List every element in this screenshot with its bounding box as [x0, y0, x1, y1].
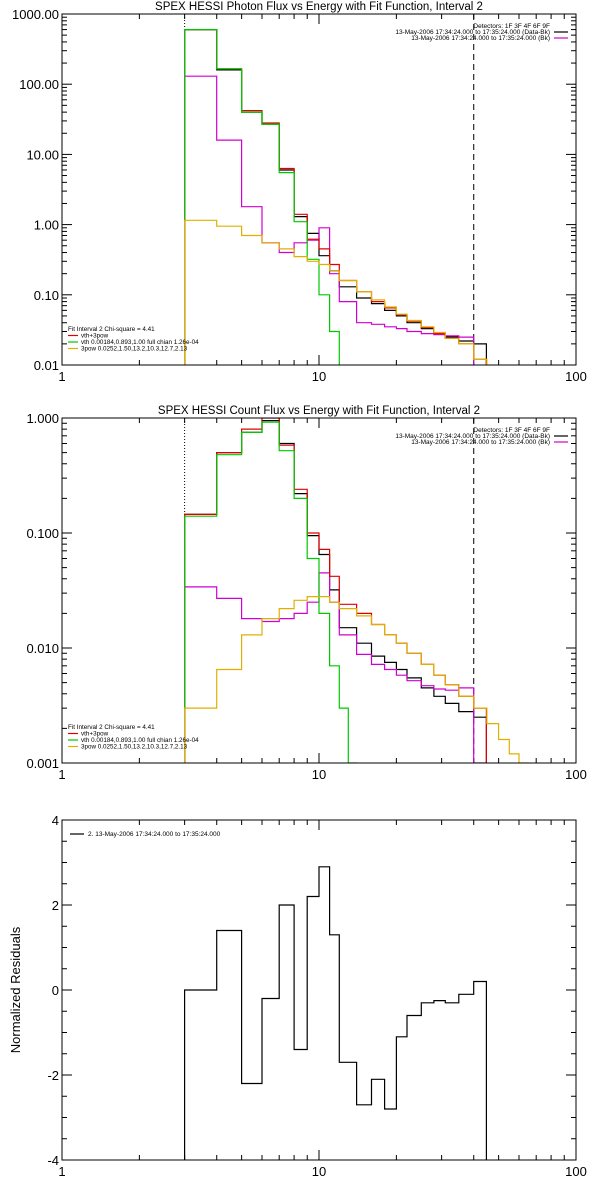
- legend-entry: Detectors: 1F 3F 4F 6F 9F: [473, 23, 550, 30]
- series-1-line: [184, 75, 487, 365]
- y-tick-label: 4: [52, 813, 59, 828]
- y-tick-label: -2: [47, 1068, 59, 1083]
- plot-area: [184, 866, 487, 1160]
- chart-title: SPEX HESSI Count Flux vs Energy with Fit…: [158, 405, 480, 417]
- series-0-line: [184, 866, 487, 1160]
- plot-area: [184, 14, 511, 365]
- y-tick-label: 0: [52, 983, 59, 998]
- y-tick-label: 1.000: [26, 411, 59, 426]
- fit-legend-entry: vth 0.00184,0.893,1.00 full chian 1.26e-…: [81, 737, 199, 744]
- y-tick-label: 0.010: [26, 641, 59, 656]
- series-1-line: [184, 572, 487, 763]
- series-3-line: [184, 29, 350, 365]
- y-axis-label: Normalized Residuals: [8, 926, 23, 1053]
- legend-entry: 2. 13-May-2006 17:34:24.000 to 17:35:24.…: [88, 831, 221, 838]
- y-tick-label: 0.10: [34, 288, 59, 303]
- fit-legend-entry: vth+3pow: [81, 731, 109, 738]
- series-0-line: [184, 420, 487, 763]
- axes-frame: [61, 13, 577, 366]
- legend-entry: 13-May-2006 17:34:24.000 to 17:35:24.000…: [411, 35, 550, 42]
- y-tick-label: 0.01: [34, 358, 59, 373]
- fit-legend-entry: vth+3pow: [81, 333, 109, 340]
- chart-3: 1 10 100 -4 -2 0 2 4 Normalized Residuals 2. 13-M…: [8, 813, 587, 1179]
- y-tick-label: 0.100: [26, 526, 59, 541]
- legend-entry: 13-May-2006 17:34:24.000 to 17:35:24.000…: [395, 433, 550, 440]
- x-tick-label: 100: [565, 369, 587, 384]
- x-tick-label: 1: [58, 369, 65, 384]
- fit-legend-entry: 3pow 0.0252,1.50,13.2,10.3,12.7,2.13: [81, 744, 188, 751]
- series-3-line: [184, 421, 358, 763]
- x-tick-label: 1: [58, 1164, 65, 1179]
- legend-entry: 13-May-2006 17:34:24.000 to 17:35:24.000…: [411, 439, 550, 446]
- x-tick-label: 10: [312, 369, 326, 384]
- legend-entry: 13-May-2006 17:34:24.000 to 17:35:24.000…: [395, 29, 550, 36]
- series-0-line: [184, 29, 487, 365]
- y-tick-label: 2: [52, 898, 59, 913]
- x-tick-label: 10: [312, 767, 326, 782]
- axes-frame: [61, 417, 577, 764]
- chart-1: SPEX HESSI Photon Flux vs Energy with Fi…: [12, 1, 587, 384]
- y-tick-label: 1.00: [34, 218, 59, 233]
- plot-area: [184, 418, 529, 763]
- series-4-line: [184, 596, 529, 763]
- fit-legend-entry: Fit Interval 2 Chi-square = 4.41: [68, 724, 155, 731]
- fit-legend-entry: vth 0.00184,0.893,1.00 full chian 1.26e-…: [81, 339, 199, 346]
- fit-legend-entry: 3pow 0.0252,1.50,13.2,10.3,12.7,2.13: [81, 346, 188, 353]
- x-tick-label: 100: [565, 767, 587, 782]
- series-2-line: [184, 29, 487, 365]
- x-tick-label: 1: [58, 767, 65, 782]
- x-tick-label: 100: [565, 1164, 587, 1179]
- x-tick-label: 10: [312, 1164, 326, 1179]
- y-tick-label: 1000.00: [12, 7, 59, 22]
- series-4-line: [184, 219, 511, 365]
- axes-frame: [61, 819, 577, 1161]
- fit-legend-entry: Fit Interval 2 Chi-square = 4.41: [68, 326, 155, 333]
- y-tick-label: 10.00: [26, 147, 59, 162]
- chart-2: SPEX HESSI Count Flux vs Energy with Fit…: [26, 405, 586, 782]
- y-tick-label: 0.001: [26, 756, 59, 771]
- chart-title: SPEX HESSI Photon Flux vs Energy with Fi…: [155, 1, 483, 13]
- y-tick-label: 100.00: [19, 77, 59, 92]
- y-tick-label: -4: [47, 1153, 59, 1168]
- legend-entry: Detectors: 1F 3F 4F 6F 9F: [473, 427, 550, 434]
